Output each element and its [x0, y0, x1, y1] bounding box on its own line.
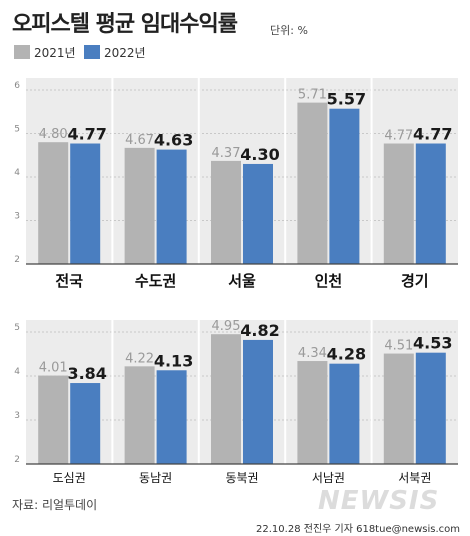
bar-2021 [124, 366, 155, 464]
legend-label-2021: 2021년 [34, 45, 76, 60]
y-tick-label: 4 [14, 168, 20, 178]
bar-2021 [211, 160, 241, 264]
chart-title: 오피스텔 평균 임대수익률 [12, 12, 238, 37]
chart-bottom: 2 3 4 5 4.01 3.84 도심권 4.22 4.13 동남권 4.95 4.82 동북권 4.3… [14, 319, 458, 485]
y-tick-label: 5 [14, 125, 20, 135]
value-label-2021: 4.01 [39, 361, 68, 376]
y-tick-label: 5 [14, 323, 20, 333]
y-tick-label: 2 [14, 255, 20, 265]
credit-text: 22.10.28 전진우 기자 618tue@newsis.com [256, 524, 460, 535]
bar-2022 [70, 143, 101, 264]
bar-2022 [329, 108, 360, 264]
category-label: 서울 [228, 272, 256, 290]
legend-item-2022: 2022년 [84, 44, 146, 60]
y-tick-label: 6 [14, 81, 20, 91]
bar-2022 [156, 149, 187, 264]
y-tick-label: 3 [14, 212, 20, 222]
bar-2021 [211, 334, 241, 464]
value-label-2021: 4.77 [384, 129, 413, 144]
value-label-2021: 4.22 [125, 351, 154, 366]
bar-2021 [124, 147, 155, 264]
value-label-2022: 4.77 [413, 125, 452, 144]
y-tick-label: 2 [14, 455, 20, 465]
bar-2022 [415, 352, 446, 464]
bar-2022 [243, 163, 273, 264]
category-label: 도심권 [53, 471, 86, 485]
watermark-logo: NEWSIS [318, 486, 440, 516]
source-text: 자료: 리얼투데이 [12, 498, 98, 512]
value-label-2022: 4.30 [240, 145, 279, 164]
bar-2022 [243, 339, 273, 464]
category-label: 서남권 [312, 471, 345, 485]
value-label-2022: 4.53 [413, 334, 452, 353]
legend-label-2022: 2022년 [104, 45, 146, 60]
bar-2021 [383, 143, 414, 264]
value-label-2021: 4.34 [298, 346, 327, 361]
value-label-2021: 4.67 [125, 133, 154, 148]
value-label-2021: 4.95 [212, 319, 241, 334]
category-label: 동남권 [139, 471, 172, 485]
unit-label: 단위: % [270, 24, 308, 37]
bar-2021 [38, 142, 69, 264]
category-label: 경기 [401, 272, 429, 290]
category-label: 수도권 [135, 272, 176, 290]
category-label: 전국 [55, 272, 83, 290]
value-label-2022: 4.77 [67, 125, 106, 144]
category-label: 서북권 [398, 471, 431, 485]
bar-2022 [70, 383, 101, 464]
legend-item-2021: 2021년 [14, 44, 76, 60]
bar-2021 [383, 353, 414, 464]
y-tick-label: 4 [14, 367, 20, 377]
value-label-2022: 4.13 [154, 351, 193, 370]
category-label: 인천 [315, 272, 343, 290]
value-label-2022: 4.63 [154, 131, 193, 150]
category-label: 동북권 [225, 471, 258, 485]
bar-2022 [156, 370, 187, 464]
y-tick-label: 3 [14, 411, 20, 421]
value-label-2021: 4.37 [212, 146, 241, 161]
bar-2021 [38, 375, 69, 464]
value-label-2021: 4.51 [384, 339, 413, 354]
value-label-2021: 4.80 [39, 127, 68, 142]
value-label-2022: 3.84 [67, 364, 106, 383]
value-label-2022: 4.82 [240, 321, 279, 340]
value-label-2021: 5.71 [298, 88, 327, 103]
bar-2021 [297, 361, 328, 464]
bar-2021 [297, 102, 328, 265]
value-label-2022: 5.57 [327, 90, 366, 109]
bar-2022 [415, 143, 446, 264]
bar-2022 [329, 363, 360, 464]
legend-swatch-2021 [14, 45, 30, 59]
value-label-2022: 4.28 [327, 345, 366, 364]
legend-swatch-2022 [84, 45, 100, 59]
